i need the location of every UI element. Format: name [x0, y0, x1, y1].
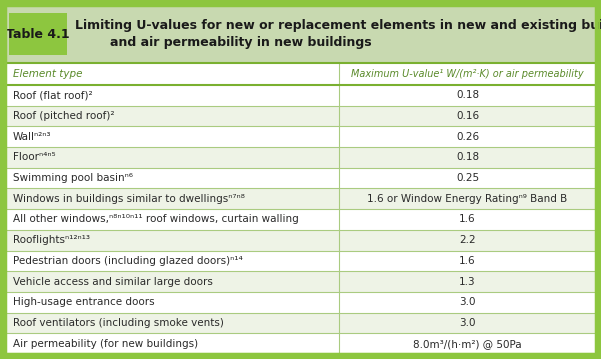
Text: 2.2: 2.2 [459, 235, 476, 245]
Bar [5, 313, 596, 333]
Bar [5, 230, 596, 251]
Text: 0.18: 0.18 [456, 90, 479, 101]
Bar [9, 13, 67, 55]
Text: 1.6: 1.6 [459, 214, 476, 224]
Text: Maximum U-value¹ W/(m²·K) or air permeability: Maximum U-value¹ W/(m²·K) or air permeab… [351, 69, 584, 79]
Text: Pedestrian doors (including glazed doors)ⁿ¹⁴: Pedestrian doors (including glazed doors… [13, 256, 243, 266]
Text: 1.3: 1.3 [459, 276, 476, 286]
Text: Element type: Element type [13, 69, 82, 79]
Text: 0.18: 0.18 [456, 153, 479, 162]
Text: Roof (pitched roof)²: Roof (pitched roof)² [13, 111, 115, 121]
Text: Limiting U-values for new or replacement elements in new and existing buildings
: Limiting U-values for new or replacement… [75, 19, 601, 49]
Text: Vehicle access and similar large doors: Vehicle access and similar large doors [13, 276, 213, 286]
Bar [5, 271, 596, 292]
Text: Wallⁿ²ⁿ³: Wallⁿ²ⁿ³ [13, 132, 52, 142]
Text: Table 4.1: Table 4.1 [6, 28, 70, 41]
Text: Roof ventilators (including smoke vents): Roof ventilators (including smoke vents) [13, 318, 224, 328]
Text: 1.6: 1.6 [459, 256, 476, 266]
Text: All other windows,ⁿ⁸ⁿ¹⁰ⁿ¹¹ roof windows, curtain walling: All other windows,ⁿ⁸ⁿ¹⁰ⁿ¹¹ roof windows,… [13, 214, 299, 224]
Text: 3.0: 3.0 [459, 297, 476, 307]
Bar [5, 63, 596, 85]
Text: 1.6 or Window Energy Ratingⁿ⁹ Band B: 1.6 or Window Energy Ratingⁿ⁹ Band B [367, 194, 567, 204]
Bar [5, 188, 596, 209]
Bar [5, 63, 596, 354]
Text: High-usage entrance doors: High-usage entrance doors [13, 297, 154, 307]
Text: Roof (flat roof)²: Roof (flat roof)² [13, 90, 93, 101]
Bar [5, 147, 596, 168]
Text: Swimming pool basinⁿ⁶: Swimming pool basinⁿ⁶ [13, 173, 133, 183]
Text: 0.25: 0.25 [456, 173, 479, 183]
Text: Air permeability (for new buildings): Air permeability (for new buildings) [13, 339, 198, 349]
Text: 8.0m³/(h·m²) @ 50Pa: 8.0m³/(h·m²) @ 50Pa [413, 339, 522, 349]
Text: Rooflightsⁿ¹²ⁿ¹³: Rooflightsⁿ¹²ⁿ¹³ [13, 235, 90, 245]
Bar [5, 106, 596, 126]
Bar [5, 5, 596, 63]
Text: 3.0: 3.0 [459, 318, 476, 328]
Text: Floorⁿ⁴ⁿ⁵: Floorⁿ⁴ⁿ⁵ [13, 153, 56, 162]
Text: 0.16: 0.16 [456, 111, 479, 121]
Text: Windows in buildings similar to dwellingsⁿ⁷ⁿ⁸: Windows in buildings similar to dwelling… [13, 194, 245, 204]
Text: 0.26: 0.26 [456, 132, 479, 142]
